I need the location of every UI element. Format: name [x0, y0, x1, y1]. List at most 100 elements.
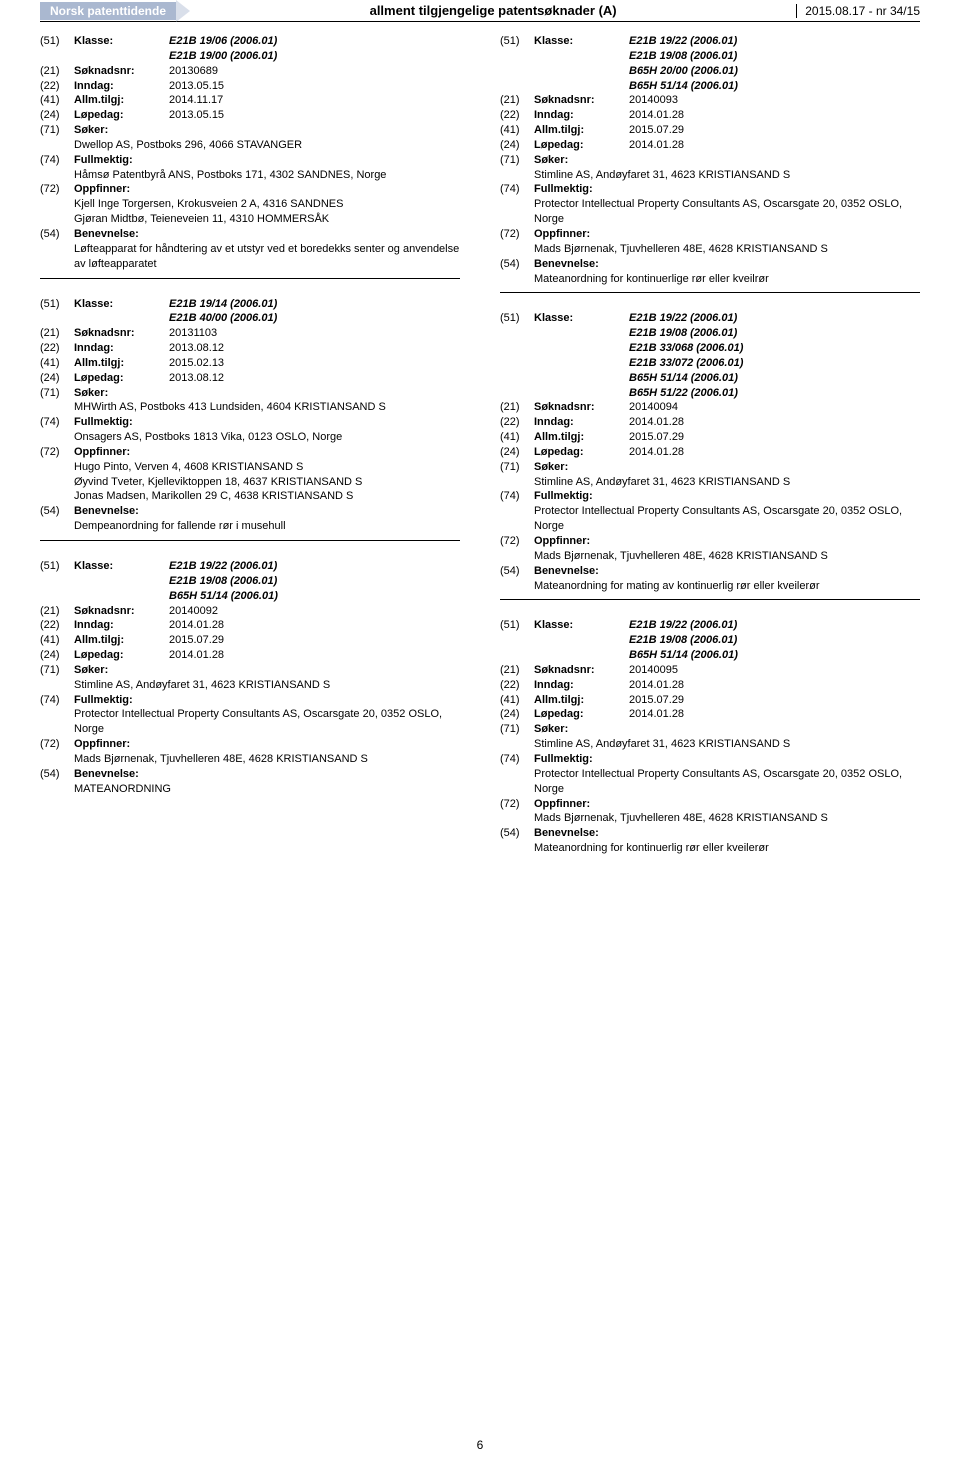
field-tag — [500, 386, 534, 401]
field-row: B65H 51/14 (2006.01) — [40, 589, 460, 604]
field-row: E21B 19/08 (2006.01) — [500, 633, 920, 648]
field-row: (41) Allm.tilgj: 2014.11.17 — [40, 93, 460, 108]
field-label: Søknadsnr: — [74, 326, 169, 341]
field-label — [534, 341, 629, 356]
field-row: (51) Klasse: E21B 19/22 (2006.01) — [500, 34, 920, 49]
field-value: 20131103 — [169, 326, 460, 341]
field-value: E21B 19/22 (2006.01) — [169, 559, 460, 574]
field-body: Protector Intellectual Property Consulta… — [500, 197, 920, 227]
field-label: Søknadsnr: — [534, 93, 629, 108]
field-row: (21) Søknadsnr: 20140095 — [500, 663, 920, 678]
field-label: Oppfinner: — [534, 797, 629, 812]
field-row: (51) Klasse: E21B 19/14 (2006.01) — [40, 297, 460, 312]
field-row: (72) Oppfinner: — [500, 797, 920, 812]
field-value: 2015.07.29 — [169, 633, 460, 648]
field-label — [534, 49, 629, 64]
field-row: (71) Søker: — [500, 153, 920, 168]
field-value: 20140095 — [629, 663, 920, 678]
field-tag: (71) — [500, 460, 534, 475]
field-body: Stimline AS, Andøyfaret 31, 4623 KRISTIA… — [500, 737, 920, 752]
field-value: E21B 19/00 (2006.01) — [169, 49, 460, 64]
field-label: Klasse: — [74, 297, 169, 312]
page-number: 6 — [0, 1438, 960, 1452]
field-value: E21B 19/08 (2006.01) — [629, 633, 920, 648]
field-row: (54) Benevnelse: — [40, 767, 460, 782]
field-label: Oppfinner: — [74, 445, 169, 460]
field-label — [74, 49, 169, 64]
field-label: Benevnelse: — [534, 257, 629, 272]
field-value: 2013.05.15 — [169, 108, 460, 123]
field-tag: (41) — [500, 693, 534, 708]
page: Norsk patenttidende allment tilgjengelig… — [0, 0, 960, 1472]
page-title: allment tilgjengelige patentsøknader (A) — [190, 3, 796, 18]
field-tag: (24) — [40, 371, 74, 386]
field-tag: (72) — [500, 227, 534, 242]
field-row: (54) Benevnelse: — [500, 826, 920, 841]
field-tag: (54) — [500, 257, 534, 272]
field-value: 2014.01.28 — [169, 618, 460, 633]
field-body: Stimline AS, Andøyfaret 31, 4623 KRISTIA… — [40, 678, 460, 693]
field-value: B65H 51/14 (2006.01) — [169, 589, 460, 604]
field-label: Løpedag: — [534, 138, 629, 153]
field-row: (24) Løpedag: 2013.08.12 — [40, 371, 460, 386]
field-tag — [40, 49, 74, 64]
field-tag — [500, 356, 534, 371]
field-value: B65H 51/14 (2006.01) — [629, 648, 920, 663]
field-tag: (54) — [500, 564, 534, 579]
field-row: E21B 19/08 (2006.01) — [500, 326, 920, 341]
field-row: (51) Klasse: E21B 19/06 (2006.01) — [40, 34, 460, 49]
field-tag: (72) — [40, 445, 74, 460]
field-row: E21B 19/08 (2006.01) — [500, 49, 920, 64]
field-value: E21B 40/00 (2006.01) — [169, 311, 460, 326]
field-body: Onsagers AS, Postboks 1813 Vika, 0123 OS… — [40, 430, 460, 445]
field-row: (54) Benevnelse: — [40, 504, 460, 519]
field-body: Mads Bjørnenak, Tjuvhelleren 48E, 4628 K… — [500, 549, 920, 564]
field-label: Fullmektig: — [74, 153, 169, 168]
left-column: (51) Klasse: E21B 19/06 (2006.01) E21B 1… — [40, 34, 460, 880]
patent-entry: (51) Klasse: E21B 19/22 (2006.01) E21B 1… — [500, 311, 920, 600]
field-tag: (41) — [40, 633, 74, 648]
field-body: Mateanordning for mating av kontinuerlig… — [500, 579, 920, 594]
field-row: (74) Fullmektig: — [40, 153, 460, 168]
field-value: 20130689 — [169, 64, 460, 79]
field-label: Allm.tilgj: — [534, 430, 629, 445]
field-label: Benevnelse: — [534, 564, 629, 579]
field-tag — [40, 574, 74, 589]
field-tag: (24) — [40, 648, 74, 663]
field-tag: (21) — [500, 400, 534, 415]
field-label: Inndag: — [74, 79, 169, 94]
field-label — [534, 79, 629, 94]
field-tag: (22) — [40, 618, 74, 633]
field-row: (24) Løpedag: 2014.01.28 — [500, 707, 920, 722]
field-label: Benevnelse: — [534, 826, 629, 841]
field-row: (24) Løpedag: 2013.05.15 — [40, 108, 460, 123]
field-row: (74) Fullmektig: — [500, 489, 920, 504]
field-tag — [500, 64, 534, 79]
field-value: 2013.08.12 — [169, 371, 460, 386]
field-tag: (71) — [40, 386, 74, 401]
field-label: Benevnelse: — [74, 227, 169, 242]
field-label: Allm.tilgj: — [534, 123, 629, 138]
field-body: Dwellop AS, Postboks 296, 4066 STAVANGER — [40, 138, 460, 153]
field-row: (21) Søknadsnr: 20140092 — [40, 604, 460, 619]
field-tag: (71) — [40, 123, 74, 138]
field-label: Oppfinner: — [74, 182, 169, 197]
field-row: (21) Søknadsnr: 20130689 — [40, 64, 460, 79]
field-tag: (71) — [40, 663, 74, 678]
field-label: Løpedag: — [74, 108, 169, 123]
field-body: Stimline AS, Andøyfaret 31, 4623 KRISTIA… — [500, 168, 920, 183]
field-value: 2013.08.12 — [169, 341, 460, 356]
field-row: (24) Løpedag: 2014.01.28 — [40, 648, 460, 663]
field-tag: (24) — [500, 138, 534, 153]
field-value: 2013.05.15 — [169, 79, 460, 94]
field-label: Klasse: — [534, 34, 629, 49]
field-body: Øyvind Tveter, Kjelleviktoppen 18, 4637 … — [40, 475, 460, 490]
field-value: E21B 19/06 (2006.01) — [169, 34, 460, 49]
field-row: B65H 51/14 (2006.01) — [500, 371, 920, 386]
field-tag — [500, 371, 534, 386]
field-body: Dempeanordning for fallende rør i musehu… — [40, 519, 460, 534]
field-body: Mateanordning for kontinuerlig rør eller… — [500, 841, 920, 856]
field-row: B65H 51/14 (2006.01) — [500, 648, 920, 663]
field-body: Håmsø Patentbyrå ANS, Postboks 171, 4302… — [40, 168, 460, 183]
field-tag: (22) — [500, 108, 534, 123]
